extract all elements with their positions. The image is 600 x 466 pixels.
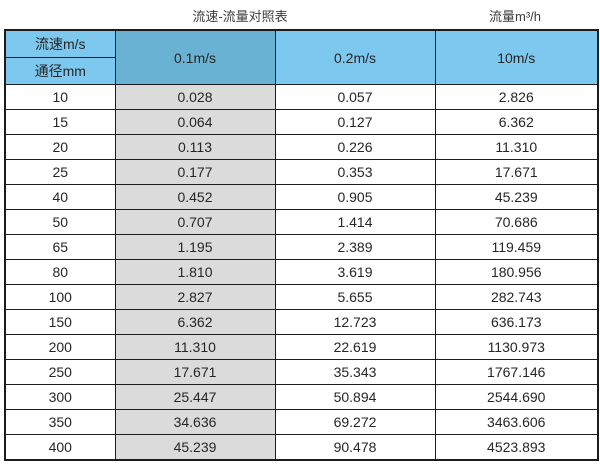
flow-0.1ms-cell: 0.113: [114, 134, 276, 160]
titlebar: 流速-流量对照表 流量m³/h: [0, 0, 600, 29]
table-row: 150 6.362 12.723 636.173: [4, 309, 599, 335]
flow-0.1ms-cell: 11.310: [114, 334, 276, 360]
diameter-cell: 15: [4, 109, 116, 135]
flow-10ms-cell: 17.671: [434, 159, 599, 185]
flow-0.2ms-cell: 69.272: [274, 409, 436, 435]
flow-unit-label: 流量m³/h: [488, 9, 541, 24]
flow-0.2ms-cell: 12.723: [274, 309, 436, 335]
table-title: 流速-流量对照表: [192, 9, 288, 24]
flow-0.2ms-cell: 2.389: [274, 234, 436, 260]
header-diameter-label: 通径mm: [4, 57, 116, 85]
flow-0.2ms-cell: 0.353: [274, 159, 436, 185]
header-row-top: 流速m/s 0.1m/s 0.2m/s 10m/s: [4, 29, 599, 85]
diameter-cell: 65: [4, 234, 116, 260]
flow-10ms-cell: 1130.973: [434, 334, 599, 360]
flow-0.2ms-cell: 0.226: [274, 134, 436, 160]
flow-10ms-cell: 1767.146: [434, 359, 599, 385]
header-velocity-label: 流速m/s: [4, 29, 116, 58]
diameter-cell: 150: [4, 309, 116, 335]
table-row: 200 11.310 22.619 1130.973: [4, 334, 599, 360]
flow-10ms-cell: 2544.690: [434, 384, 599, 410]
flow-0.1ms-cell: 0.028: [114, 84, 276, 110]
flow-0.1ms-cell: 2.827: [114, 284, 276, 310]
table-row: 25 0.177 0.353 17.671: [4, 159, 599, 185]
flow-0.1ms-cell: 0.064: [114, 109, 276, 135]
header-col-0.2ms: 0.2m/s: [274, 29, 436, 85]
flow-0.1ms-cell: 0.177: [114, 159, 276, 185]
flow-0.1ms-cell: 0.707: [114, 209, 276, 235]
diameter-cell: 10: [4, 84, 116, 110]
flow-10ms-cell: 180.956: [434, 259, 599, 285]
diameter-cell: 20: [4, 134, 116, 160]
diameter-cell: 50: [4, 209, 116, 235]
diameter-cell: 300: [4, 384, 116, 410]
flow-0.1ms-cell: 1.195: [114, 234, 276, 260]
flow-10ms-cell: 282.743: [434, 284, 599, 310]
diameter-cell: 25: [4, 159, 116, 185]
table-row: 65 1.195 2.389 119.459: [4, 234, 599, 260]
table-row: 40 0.452 0.905 45.239: [4, 184, 599, 210]
table-row: 10 0.028 0.057 2.826: [4, 84, 599, 110]
flow-0.2ms-cell: 50.894: [274, 384, 436, 410]
flow-0.2ms-cell: 90.478: [274, 434, 436, 461]
diameter-cell: 400: [4, 434, 116, 461]
table-row: 250 17.671 35.343 1767.146: [4, 359, 599, 385]
flow-0.2ms-cell: 1.414: [274, 209, 436, 235]
flow-0.1ms-cell: 1.810: [114, 259, 276, 285]
table-row: 50 0.707 1.414 70.686: [4, 209, 599, 235]
header-col-10ms: 10m/s: [434, 29, 599, 85]
flow-10ms-cell: 11.310: [434, 134, 599, 160]
flow-10ms-cell: 6.362: [434, 109, 599, 135]
table-row: 20 0.113 0.226 11.310: [4, 134, 599, 160]
flow-10ms-cell: 636.173: [434, 309, 599, 335]
flow-10ms-cell: 2.826: [434, 84, 599, 110]
header-col-0.1ms: 0.1m/s: [114, 29, 276, 85]
flow-10ms-cell: 119.459: [434, 234, 599, 260]
flow-0.2ms-cell: 0.905: [274, 184, 436, 210]
table-row: 80 1.810 3.619 180.956: [4, 259, 599, 285]
diameter-cell: 80: [4, 259, 116, 285]
table-row: 300 25.447 50.894 2544.690: [4, 384, 599, 410]
flow-0.2ms-cell: 0.127: [274, 109, 436, 135]
flow-0.1ms-cell: 25.447: [114, 384, 276, 410]
flow-10ms-cell: 45.239: [434, 184, 599, 210]
table-row: 350 34.636 69.272 3463.606: [4, 409, 599, 435]
table-row: 100 2.827 5.655 282.743: [4, 284, 599, 310]
table-row: 15 0.064 0.127 6.362: [4, 109, 599, 135]
diameter-cell: 350: [4, 409, 116, 435]
flow-0.2ms-cell: 22.619: [274, 334, 436, 360]
header-row-bottom: 通径mm: [4, 57, 598, 85]
flow-rate-table: 流速m/s 0.1m/s 0.2m/s 10m/s 通径mm 10 0.028 …: [4, 29, 599, 461]
flow-0.2ms-cell: 35.343: [274, 359, 436, 385]
diameter-cell: 250: [4, 359, 116, 385]
diameter-cell: 100: [4, 284, 116, 310]
diameter-cell: 40: [4, 184, 116, 210]
flow-0.1ms-cell: 0.452: [114, 184, 276, 210]
flow-0.1ms-cell: 6.362: [114, 309, 276, 335]
flow-0.1ms-cell: 45.239: [114, 434, 276, 461]
diameter-cell: 200: [4, 334, 116, 360]
table-row: 400 45.239 90.478 4523.893: [4, 434, 599, 461]
flow-10ms-cell: 3463.606: [434, 409, 599, 435]
flow-0.2ms-cell: 5.655: [274, 284, 436, 310]
flow-0.1ms-cell: 17.671: [114, 359, 276, 385]
flow-0.1ms-cell: 34.636: [114, 409, 276, 435]
flow-0.2ms-cell: 0.057: [274, 84, 436, 110]
flow-10ms-cell: 70.686: [434, 209, 599, 235]
flow-0.2ms-cell: 3.619: [274, 259, 436, 285]
flow-10ms-cell: 4523.893: [434, 434, 599, 461]
